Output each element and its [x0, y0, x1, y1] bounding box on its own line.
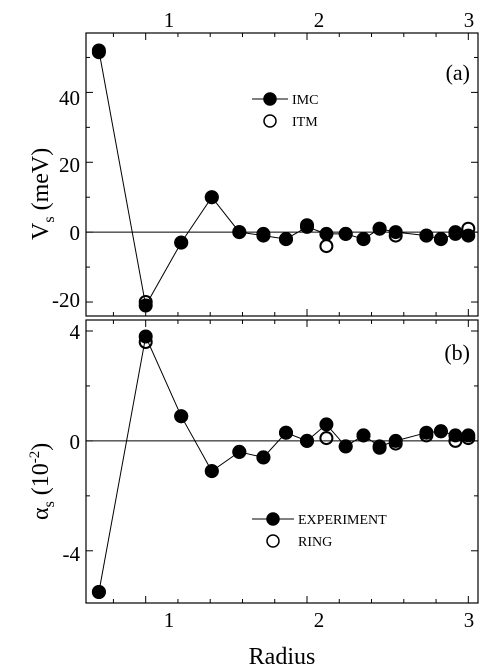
data-point-itm-a: [388, 228, 403, 243]
data-point-itm-a: [461, 221, 476, 236]
legend-imc-marker: [263, 92, 277, 106]
b-ytick-label-0: 0: [70, 430, 81, 454]
data-point-ring-b: [448, 433, 463, 448]
data-point-itm-a: [232, 225, 247, 240]
a-ytick-label-0: 0: [70, 221, 81, 245]
panel-a-label: (a): [446, 60, 470, 85]
panel-a-ylabel: Vs (meV): [28, 148, 58, 240]
data-point-ring-b: [356, 428, 371, 443]
series-line-imc: [98, 50, 469, 307]
panel-a-series-markers: [91, 43, 476, 313]
data-point-imc-a: [319, 226, 334, 241]
panel-b: (b) EXPERIMENT RING αs(10-2) -4 0 4 1 2 …: [27, 319, 479, 670]
bottom-tick-label-1: 1: [164, 608, 175, 632]
x-axis-title: Radius: [249, 644, 316, 670]
legend-experiment-marker: [266, 512, 280, 526]
ylabel-a-main: V: [28, 222, 54, 240]
data-point-itm-a: [356, 232, 371, 247]
legend-imc-label: IMC: [292, 93, 318, 108]
data-point-ring-b: [300, 433, 314, 448]
data-point-itm-a: [174, 235, 189, 250]
ylabel-b-units-post: ): [28, 443, 54, 451]
data-point-ring-b: [419, 428, 434, 443]
legend-ring-marker: [266, 534, 280, 548]
data-point-itm-a: [91, 45, 106, 60]
panel-b-frame: [85, 319, 479, 604]
data-point-itm-a: [338, 226, 353, 241]
ylabel-a-units: (meV): [28, 148, 54, 211]
b-ytick-label-4: 4: [70, 320, 81, 344]
panel-b-series-markers: [91, 329, 476, 599]
data-point-ring-b: [388, 436, 403, 451]
panel-b-legend: EXPERIMENT RING: [252, 512, 387, 550]
data-point-itm-a: [433, 232, 448, 247]
ylabel-b-units-pre: (10: [28, 463, 54, 495]
ylabel-a-sub: s: [41, 216, 58, 222]
data-point-ring-b: [138, 335, 153, 349]
data-point-itm-a: [279, 232, 293, 247]
data-point-ring-b: [461, 431, 476, 446]
panel-a: (a) IMC ITM Vs (meV) 1 2 3 -20 0 20 40: [28, 8, 479, 317]
data-point-ring-b: [433, 424, 448, 439]
a-ytick-label--20: -20: [52, 288, 80, 312]
legend-ring-label: RING: [298, 535, 332, 550]
data-point-itm-a: [319, 239, 334, 254]
svg-text:αs(10-2): αs (10-2): [27, 443, 58, 520]
bottom-tick-label-3: 3: [464, 608, 475, 632]
ylabel-b-sub: s: [41, 501, 58, 507]
panel-b-ticks: [86, 320, 478, 603]
data-point-experiment-b: [319, 417, 334, 432]
data-point-itm-a: [448, 225, 463, 240]
data-point-itm-a: [300, 218, 314, 233]
data-point-ring-b: [319, 431, 334, 446]
panel-a-frame: [85, 32, 479, 317]
data-point-itm-a: [256, 226, 271, 241]
data-point-ring-b: [279, 425, 293, 440]
data-point-ring-b: [174, 409, 189, 424]
data-point-itm-a: [204, 190, 219, 205]
top-tick-label-2: 2: [314, 8, 325, 32]
svg-text:Vs(meV): Vs (meV): [28, 148, 58, 240]
a-ytick-label-40: 40: [59, 86, 80, 110]
bottom-tick-label-2: 2: [314, 608, 325, 632]
panel-b-ylabel: αs (10-2): [27, 443, 58, 520]
panel-a-series-lines: [98, 50, 469, 307]
panel-b-label: (b): [444, 340, 470, 365]
panel-a-legend: IMC ITM: [252, 92, 318, 130]
data-point-itm-a: [419, 228, 434, 243]
ylabel-b-units-sup: -2: [27, 451, 43, 464]
panel-b-series-lines: [98, 334, 469, 593]
panel-a-ticks: [86, 33, 478, 316]
legend-experiment-label: EXPERIMENT: [298, 513, 387, 528]
series-line-experiment: [98, 334, 469, 593]
data-point-ring-b: [256, 450, 271, 465]
top-tick-label-1: 1: [164, 8, 175, 32]
data-point-ring-b: [91, 585, 106, 599]
data-point-ring-b: [372, 440, 387, 455]
ylabel-b-main: α: [28, 507, 54, 520]
data-point-itm-a: [372, 221, 387, 236]
legend-itm-marker: [263, 114, 277, 128]
top-tick-label-3: 3: [464, 8, 475, 32]
data-point-ring-b: [204, 464, 219, 479]
data-point-ring-b: [232, 444, 247, 459]
b-ytick-label--4: -4: [63, 542, 81, 566]
a-ytick-label-20: 20: [59, 153, 80, 177]
data-point-ring-b: [338, 439, 353, 454]
data-point-itm-a: [138, 295, 153, 309]
legend-itm-label: ITM: [292, 115, 318, 130]
